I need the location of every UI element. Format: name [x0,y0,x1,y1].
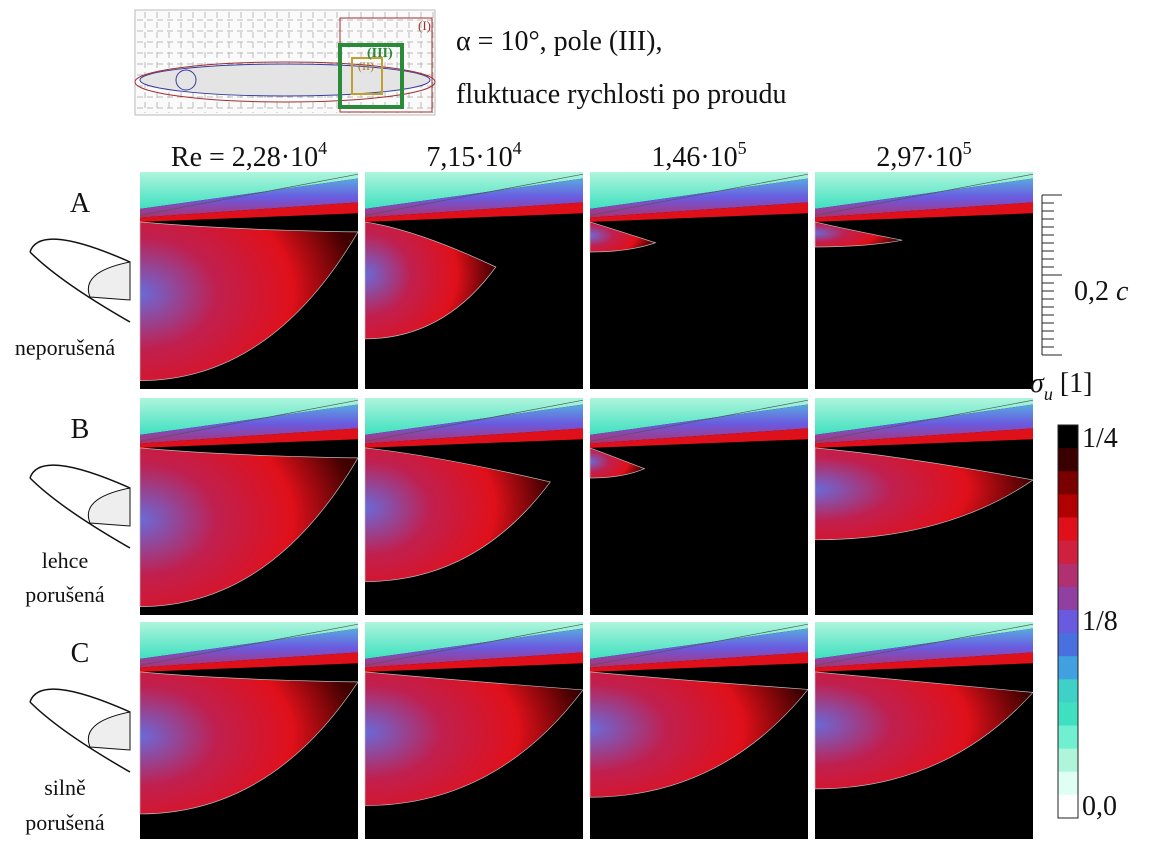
colorbar-label: 0,0 [1082,791,1117,822]
airfoil-sketch [88,711,131,751]
heatmap-panel [814,398,1034,615]
column-header: Re = 2,28·104 [171,138,327,173]
heatmap-panel [589,398,809,615]
column-header: 2,97·105 [876,138,971,173]
heatmap-panel [589,172,809,389]
airfoil-sketch [29,464,131,549]
heatmap-panel [814,622,1034,839]
row-letter: C [71,638,90,669]
colorbar-label: 1/8 [1082,606,1118,637]
inset-label: (I) [418,18,431,33]
airfoil-sketch [29,688,131,773]
heatmap-panel [364,398,584,615]
heatmap-panel [139,622,359,839]
heatmap-panel [364,172,584,389]
colorbar [1057,424,1079,819]
heatmap-panel [139,172,359,389]
column-header: 7,15·104 [426,138,521,173]
colorbar-title: σu [1] [1030,368,1092,404]
column-header: 1,46·105 [651,138,746,173]
airfoil-sketch [29,238,131,323]
scale-label: 0,2 c [1074,276,1129,307]
heatmap-panel [814,172,1034,389]
airfoil-sketch [88,261,131,301]
inset-label: (III) [367,46,393,61]
row-letter: A [70,188,91,219]
heatmap-panel [589,622,809,839]
row-description: lehce [42,548,88,573]
heatmap-panel [139,398,359,615]
title-line: α = 10°, pole (III), [456,26,663,57]
airfoil-sketch [88,487,131,527]
row-description: neporušená [15,335,115,360]
inset: (I) (II) (III) [134,9,436,116]
row-description: porušená [25,810,105,835]
inset-label: (II) [358,59,374,73]
title-line: fluktuace rychlosti po proudu [456,79,786,110]
row-letter: B [71,414,90,445]
scale-bar [1041,194,1062,356]
colorbar-label: 1/4 [1082,423,1118,454]
row-description: porušená [25,582,105,607]
heatmap-panel [364,622,584,839]
row-description: silně [44,775,86,800]
